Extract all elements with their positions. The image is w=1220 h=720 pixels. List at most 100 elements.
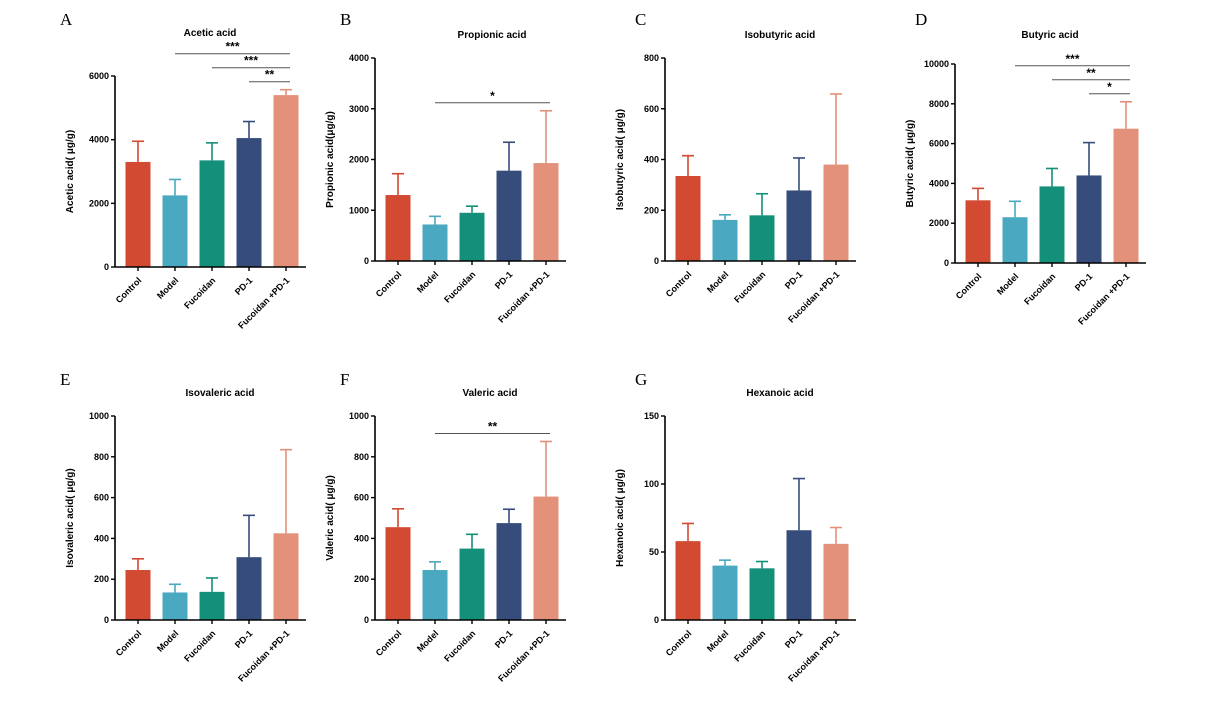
significance-label: *** (1065, 52, 1079, 66)
bar-model (162, 195, 188, 267)
chart-panel-d: D Butyric acid Butyric acid( μg/g) 0 2000 400… (905, 10, 1146, 327)
bar-pd-1 (496, 170, 522, 261)
y-tick-label: 0 (654, 615, 659, 625)
bar-fucoidan (199, 591, 225, 620)
significance-label: *** (244, 54, 258, 68)
panel-letter: B (340, 10, 351, 29)
panel-letter: A (60, 10, 73, 29)
x-tick-label: PD-1 (233, 275, 255, 297)
bar-control (675, 175, 701, 261)
bar-pd-1 (236, 138, 262, 267)
x-tick-label: Fucoidan (732, 269, 767, 304)
chart-title: Valeric acid (462, 388, 517, 399)
x-tick-label: PD-1 (233, 628, 255, 650)
y-tick-label: 400 (94, 533, 109, 543)
bar-fucoidan-pd-1 (823, 543, 849, 620)
y-tick-label: 0 (104, 615, 109, 625)
x-tick-label: Fucoidan (1022, 271, 1057, 306)
x-tick-label: Model (705, 628, 730, 653)
x-tick-label: Fucoidan (182, 275, 217, 310)
y-tick-label: 800 (94, 452, 109, 462)
bar-fucoidan (749, 568, 775, 620)
significance-label: ** (1086, 66, 1096, 80)
x-tick-label: PD-1 (783, 269, 805, 291)
y-tick-label: 800 (644, 53, 659, 63)
bar-fucoidan-pd-1 (1113, 128, 1139, 263)
chart-title: Butyric acid (1021, 30, 1078, 41)
chart-panel-c: C Isobutyric acid Isobutyric acid( μg/g) 0 2… (615, 10, 856, 325)
x-tick-label: Control (114, 275, 144, 305)
y-tick-label: 2000 (349, 155, 369, 165)
chart-title: Propionic acid (458, 30, 527, 41)
chart-title: Isovaleric acid (186, 388, 255, 399)
x-tick-label: Control (374, 269, 404, 299)
chart-panel-g: G Hexanoic acid Hexanoic acid( μg/g) 0 50 100… (615, 370, 856, 684)
x-tick-label: Fucoidan (732, 628, 767, 663)
chart-title: Hexanoic acid (746, 388, 813, 399)
panel-letter: F (340, 370, 349, 389)
y-tick-label: 600 (94, 493, 109, 503)
bar-control (125, 570, 151, 620)
significance-label: * (1107, 80, 1112, 94)
x-tick-label: Model (995, 271, 1020, 296)
y-tick-label: 600 (644, 104, 659, 114)
x-tick-label: Model (705, 269, 730, 294)
x-tick-label: Model (155, 275, 180, 300)
y-axis-label: Acetic acid( μg/g) (65, 130, 76, 213)
y-axis-label: Isovaleric acid( μg/g) (65, 468, 76, 567)
bar-model (422, 224, 448, 261)
y-axis-label: Isobutyric acid( μg/g) (615, 109, 626, 210)
y-tick-label: 400 (354, 533, 369, 543)
significance-label: ** (265, 68, 275, 82)
y-tick-label: 10000 (924, 59, 949, 69)
y-axis-label: Valeric acid( μg/g) (325, 475, 336, 561)
bar-model (162, 592, 188, 620)
x-tick-label: Model (415, 628, 440, 653)
x-tick-label: Control (954, 271, 984, 301)
bar-fucoidan-pd-1 (273, 95, 299, 267)
x-tick-label: Fucoidan (442, 269, 477, 304)
y-axis-label: Propionic acid(μg/g) (325, 111, 336, 208)
bar-pd-1 (786, 530, 812, 620)
bar-pd-1 (1076, 175, 1102, 263)
bar-control (385, 527, 411, 620)
y-tick-label: 0 (364, 256, 369, 266)
bar-fucoidan-pd-1 (273, 533, 299, 620)
chart-title: Acetic acid (184, 28, 237, 39)
y-axis-label: Butyric acid( μg/g) (905, 120, 916, 208)
bar-pd-1 (786, 190, 812, 261)
panel-letter: C (635, 10, 646, 29)
x-tick-label: Fucoidan (442, 628, 477, 663)
x-tick-label: Control (664, 628, 694, 658)
bar-pd-1 (236, 557, 262, 620)
y-tick-label: 200 (354, 574, 369, 584)
significance-label: *** (225, 40, 239, 54)
y-tick-label: 6000 (89, 71, 109, 81)
y-tick-label: 50 (649, 547, 659, 557)
x-tick-label: PD-1 (493, 269, 515, 291)
x-tick-label: Control (664, 269, 694, 299)
y-tick-label: 100 (644, 479, 659, 489)
chart-panel-a: A Acetic acid Acetic acid( μg/g) 0 2000 4000 6… (60, 10, 306, 331)
bar-fucoidan-pd-1 (533, 496, 559, 620)
bar-model (712, 565, 738, 620)
bar-model (712, 219, 738, 261)
y-tick-label: 0 (364, 615, 369, 625)
x-tick-label: PD-1 (1073, 271, 1095, 293)
y-tick-label: 200 (644, 205, 659, 215)
significance-label: * (490, 89, 495, 103)
bar-pd-1 (496, 523, 522, 620)
panel-letter: D (915, 10, 927, 29)
x-tick-label: Fucoidan (182, 628, 217, 663)
panel-letter: G (635, 370, 647, 389)
bar-model (1002, 217, 1028, 263)
y-tick-label: 600 (354, 493, 369, 503)
y-tick-label: 4000 (89, 135, 109, 145)
panel-letter: E (60, 370, 70, 389)
bar-fucoidan (199, 160, 225, 267)
bar-fucoidan (749, 215, 775, 261)
bar-fucoidan (459, 212, 485, 261)
y-tick-label: 1000 (349, 411, 369, 421)
y-tick-label: 4000 (929, 178, 949, 188)
